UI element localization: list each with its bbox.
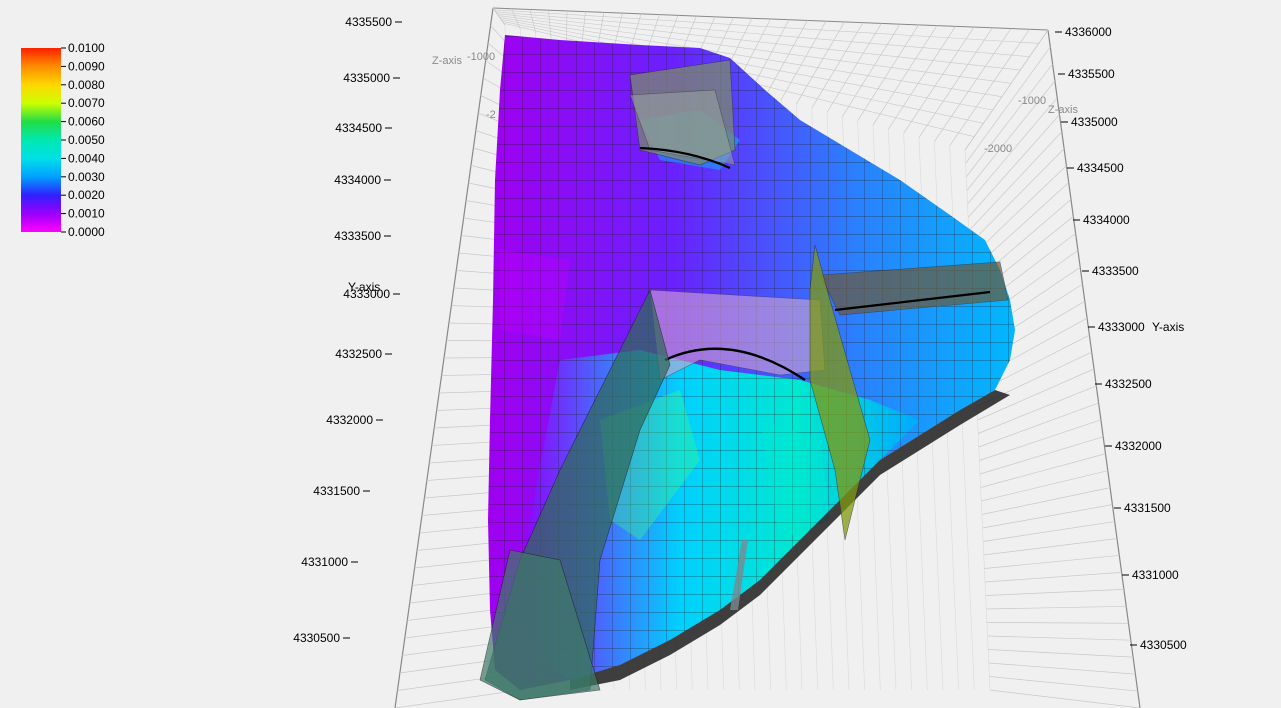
left-y-tick-label: 4332000 — [326, 413, 373, 427]
z-tick-top-1: -1000 — [467, 51, 495, 63]
right-y-tick-label: 4332500 — [1105, 377, 1152, 391]
right-y-tick-label: 4335000 — [1071, 115, 1118, 129]
left-y-tick-label: 4331500 — [313, 484, 360, 498]
left-y-axis-title: Y-axis — [348, 280, 380, 294]
right-y-tick-label: 4336000 — [1065, 25, 1112, 39]
z-tick-top-2: -2 — [486, 109, 496, 121]
left-y-tick-label: 4330500 — [293, 631, 340, 645]
legend-color-bar — [21, 48, 61, 232]
left-y-axis-ticks: 4335500 4335000 4334500 4334000 4333500 43330… — [293, 15, 402, 645]
right-y-tick-label: 4331000 — [1132, 568, 1179, 582]
left-y-tick-label: 4334500 — [335, 121, 382, 135]
left-y-tick-label: 4331000 — [301, 555, 348, 569]
legend-label: 0.0100 — [68, 41, 105, 55]
right-y-tick-label: 4331500 — [1124, 501, 1171, 515]
color-legend: 0.0100 0.0090 0.0080 0.0070 0.0060 0.0050 0.00… — [21, 41, 105, 239]
legend-label: 0.0050 — [68, 133, 105, 147]
left-y-tick-label: 4334000 — [334, 173, 381, 187]
right-y-tick-label: 4330500 — [1140, 638, 1187, 652]
legend-label: 0.0020 — [68, 188, 105, 202]
fault-planes — [479, 59, 1009, 701]
z-axis-title-right: Z-axis — [1048, 104, 1078, 116]
z-tick-right-2: -2000 — [984, 143, 1012, 155]
right-y-tick-label: 4334000 — [1083, 213, 1130, 227]
right-y-tick-label: 4332000 — [1115, 439, 1162, 453]
right-y-tick-label: 4333000 — [1098, 320, 1145, 334]
legend-label: 0.0010 — [68, 207, 105, 221]
legend-label: 0.0060 — [68, 115, 105, 129]
right-y-tick-label: 4333500 — [1092, 264, 1139, 278]
legend-labels: 0.0100 0.0090 0.0080 0.0070 0.0060 0.0050 0.00… — [61, 41, 105, 239]
left-y-tick-label: 4332500 — [335, 347, 382, 361]
left-y-tick-label: 4335000 — [343, 71, 390, 85]
left-y-tick-label: 4333500 — [334, 229, 381, 243]
legend-label: 0.0070 — [68, 96, 105, 110]
right-y-axis-title: Y-axis — [1152, 320, 1184, 334]
left-y-tick-label: 4333000 — [343, 287, 390, 301]
right-y-axis-ticks: 4336000 4335500 4335000 4334500 4334000 43335… — [1055, 25, 1187, 652]
legend-label: 0.0000 — [68, 225, 105, 239]
z-axis-title-top: Z-axis — [432, 55, 462, 67]
right-y-tick-label: 4334500 — [1077, 161, 1124, 175]
legend-label: 0.0040 — [68, 151, 105, 165]
left-y-tick-label: 4335500 — [345, 15, 392, 29]
legend-label: 0.0030 — [68, 170, 105, 184]
right-y-tick-label: 4335500 — [1068, 67, 1115, 81]
legend-label: 0.0090 — [68, 59, 105, 73]
z-tick-right-1: -1000 — [1018, 95, 1046, 107]
legend-label: 0.0080 — [68, 78, 105, 92]
